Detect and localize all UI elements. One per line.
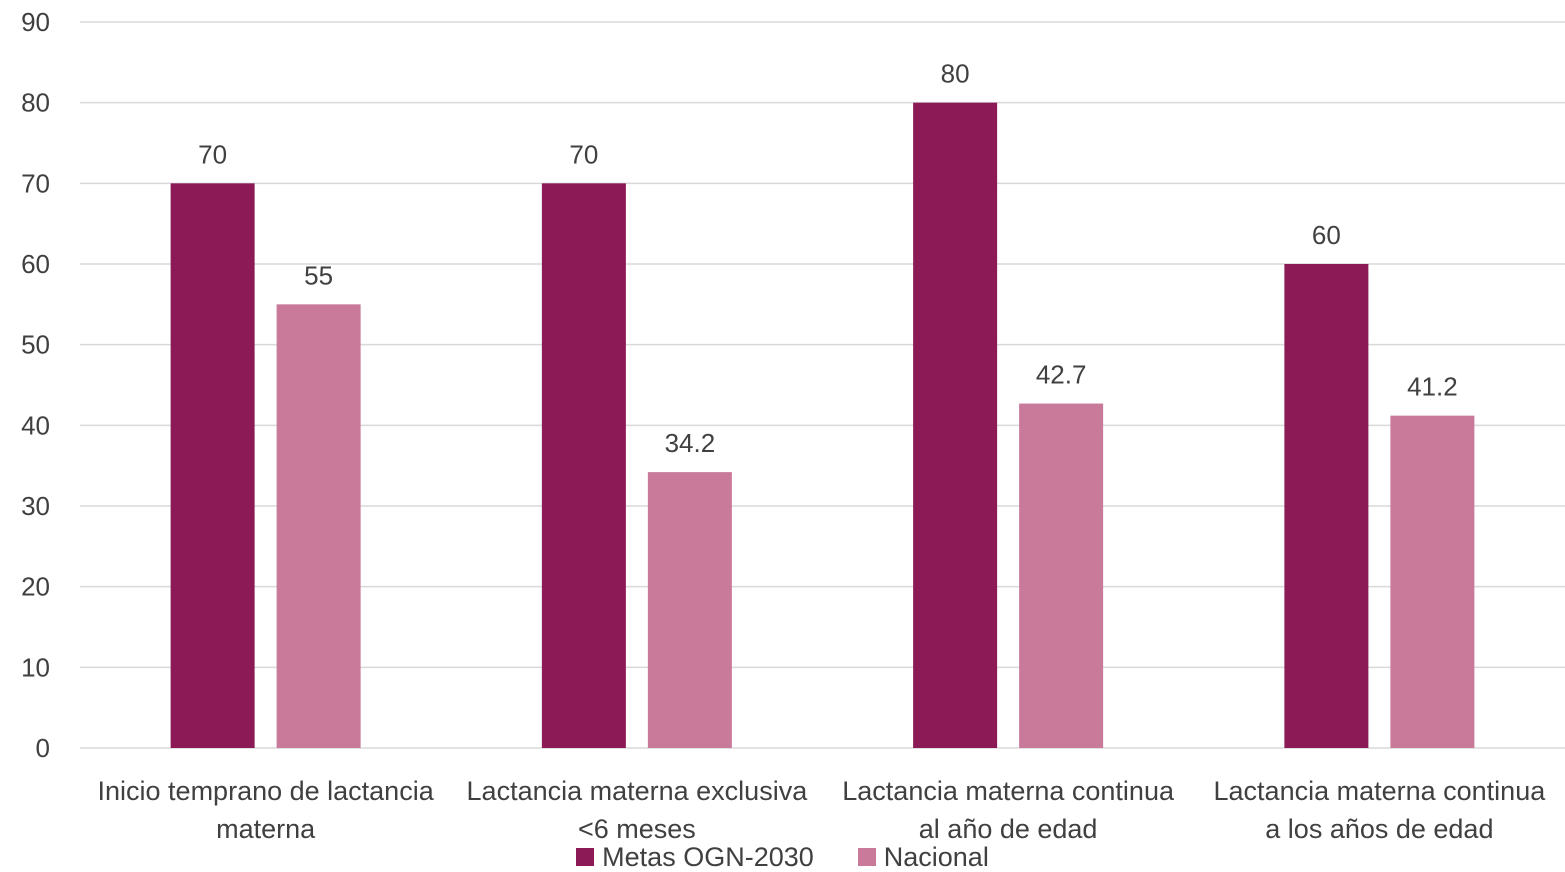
y-tick-label: 60 <box>21 249 50 279</box>
data-label: 70 <box>198 139 227 169</box>
legend-label-nacional: Nacional <box>883 842 989 872</box>
y-tick-label: 80 <box>21 88 50 118</box>
y-tick-label: 50 <box>21 330 50 360</box>
bar <box>541 183 626 749</box>
bar <box>1284 264 1369 748</box>
legend-item-nacional: Nacional <box>857 842 989 872</box>
legend-swatch-metas <box>576 848 595 866</box>
x-tick-label: <6 meses <box>578 814 696 840</box>
x-tick-label: a los años de edad <box>1265 814 1493 840</box>
legend-label-metas: Metas OGN-2030 <box>602 842 814 872</box>
legend: Metas OGN-2030 Nacional <box>0 842 1565 872</box>
bar <box>913 102 998 748</box>
legend-item-metas: Metas OGN-2030 <box>576 842 814 872</box>
x-tick-label: al año de edad <box>919 814 1098 840</box>
x-tick-label: Lactancia materna exclusiva <box>467 776 809 806</box>
data-label: 80 <box>941 59 970 89</box>
y-tick-label: 90 <box>21 7 50 37</box>
bar <box>1390 415 1475 748</box>
y-tick-label: 40 <box>21 410 50 440</box>
x-tick-label: Lactancia materna continua <box>842 776 1175 806</box>
bar <box>170 183 255 749</box>
x-tick-label: Lactancia materna continua <box>1214 776 1547 806</box>
legend-swatch-nacional <box>857 848 876 866</box>
x-tick-label: materna <box>216 814 316 840</box>
data-label: 41.2 <box>1407 372 1458 402</box>
bar <box>1019 403 1104 748</box>
y-tick-label: 30 <box>21 491 50 521</box>
data-label: 55 <box>304 260 333 290</box>
data-label: 34.2 <box>665 428 716 458</box>
bar <box>647 472 732 748</box>
data-label: 70 <box>569 139 598 169</box>
x-tick-label: Inicio temprano de lactancia <box>98 776 435 806</box>
data-label: 42.7 <box>1036 360 1087 390</box>
y-tick-label: 10 <box>21 652 50 682</box>
chart-plot: 0 10 20 30 40 50 60 70 80 90 70 55 Inicio temprano d… <box>21 7 1565 844</box>
data-label: 60 <box>1312 220 1341 250</box>
y-tick-label: 0 <box>36 733 50 763</box>
bar <box>276 304 361 748</box>
y-tick-label: 20 <box>21 572 50 602</box>
y-tick-label: 70 <box>21 168 50 198</box>
